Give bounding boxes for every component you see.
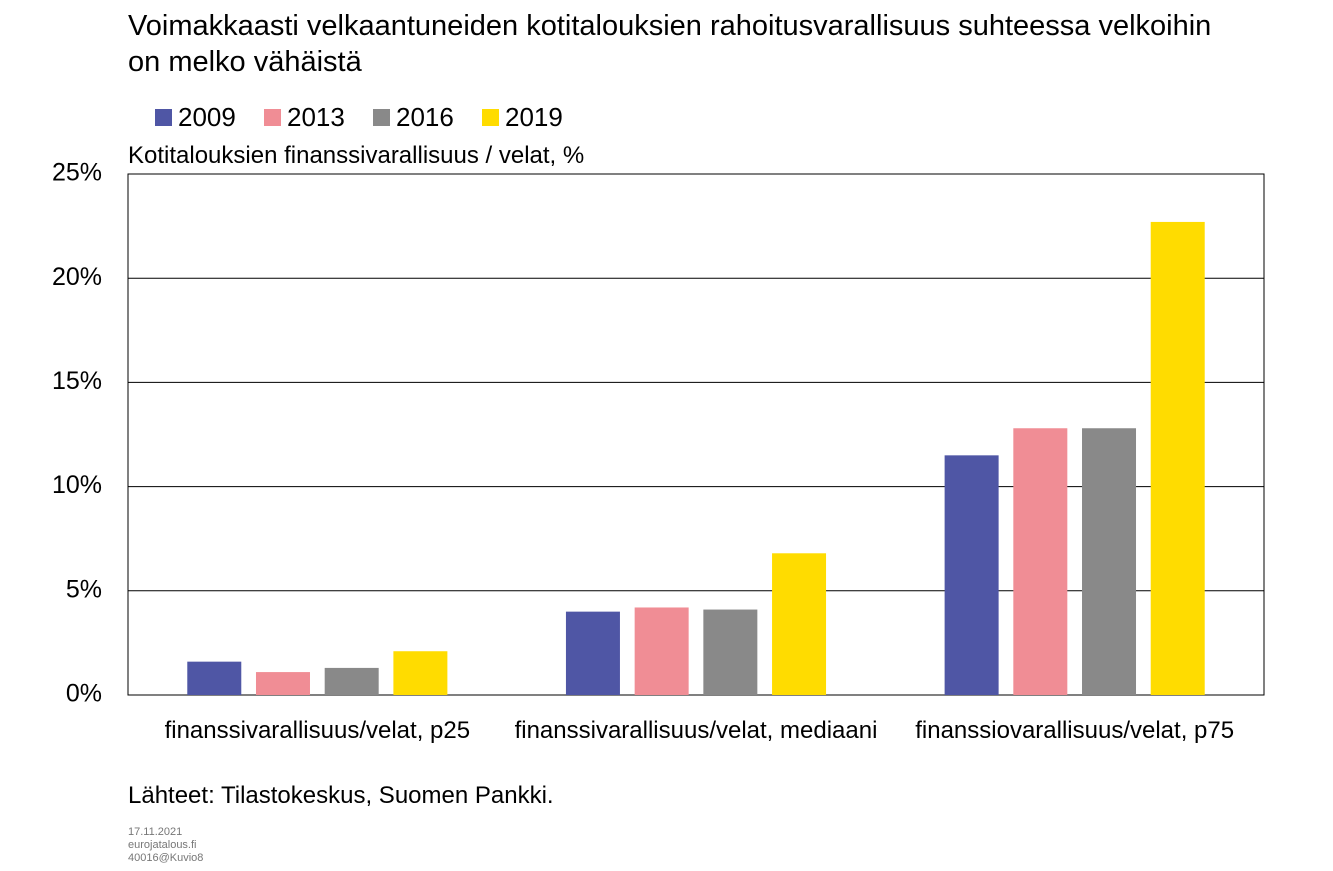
y-tick-label: 5% — [66, 575, 102, 603]
bar — [565, 611, 620, 695]
legend-label: 2016 — [396, 102, 454, 132]
legend-item: 2016 — [373, 102, 454, 133]
legend-swatch — [373, 109, 390, 126]
footer-date: 17.11.2021 — [128, 826, 183, 838]
legend-swatch — [482, 109, 499, 126]
legend-swatch — [155, 109, 172, 126]
bar — [772, 553, 827, 695]
bar — [703, 609, 758, 695]
footer-site: eurojatalous.fi — [128, 839, 197, 851]
bar — [324, 667, 379, 695]
x-tick-label: finanssiovarallisuus/velat, p75 — [915, 717, 1235, 744]
bar — [255, 672, 310, 695]
x-tick-label: finanssivarallisuus/velat, mediaani — [514, 717, 878, 744]
y-axis-label: Kotitalouksien finanssivarallisuus / vel… — [128, 142, 585, 169]
bar — [1013, 428, 1068, 695]
plot-frame — [127, 173, 1265, 696]
title: Voimakkaasti velkaantuneiden kotitalouks… — [128, 10, 1212, 78]
legend-swatch — [264, 109, 281, 126]
legend-item: 2009 — [155, 102, 236, 133]
legend-item: 2013 — [264, 102, 345, 133]
bar — [634, 607, 689, 695]
source: Lähteet: Tilastokeskus, Suomen Pankki. — [128, 782, 554, 809]
legend-label: 2009 — [178, 102, 236, 132]
bar — [1082, 428, 1137, 695]
y-tick-label: 10% — [52, 471, 102, 499]
y-tick-label: 15% — [52, 367, 102, 395]
legend-label: 2019 — [505, 102, 563, 132]
y-tick-label: 0% — [66, 680, 102, 708]
legend-item: 2019 — [482, 102, 563, 133]
y-tick-label: 20% — [52, 263, 102, 291]
bar — [1150, 221, 1205, 695]
bar — [944, 455, 999, 695]
bar — [393, 651, 448, 695]
x-tick-label: finanssivarallisuus/velat, p25 — [164, 717, 471, 744]
bar — [187, 661, 242, 695]
legend-label: 2013 — [287, 102, 345, 132]
y-tick-label: 25% — [52, 159, 102, 187]
footer-id: 40016@Kuvio8 — [128, 852, 204, 864]
